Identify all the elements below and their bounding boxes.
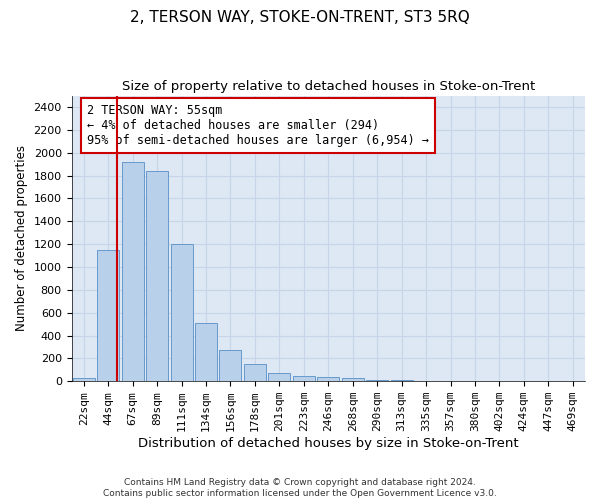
Bar xyxy=(97,250,119,381)
Y-axis label: Number of detached properties: Number of detached properties xyxy=(15,146,28,332)
Bar xyxy=(415,380,437,381)
Bar xyxy=(170,244,193,381)
Bar xyxy=(317,377,339,381)
Bar xyxy=(391,380,413,381)
Bar xyxy=(73,378,95,381)
Text: 2, TERSON WAY, STOKE-ON-TRENT, ST3 5RQ: 2, TERSON WAY, STOKE-ON-TRENT, ST3 5RQ xyxy=(130,10,470,25)
Title: Size of property relative to detached houses in Stoke-on-Trent: Size of property relative to detached ho… xyxy=(122,80,535,93)
Bar xyxy=(244,364,266,381)
Bar xyxy=(220,350,241,381)
X-axis label: Distribution of detached houses by size in Stoke-on-Trent: Distribution of detached houses by size … xyxy=(138,437,518,450)
Text: 2 TERSON WAY: 55sqm
← 4% of detached houses are smaller (294)
95% of semi-detach: 2 TERSON WAY: 55sqm ← 4% of detached hou… xyxy=(87,104,429,147)
Text: Contains HM Land Registry data © Crown copyright and database right 2024.
Contai: Contains HM Land Registry data © Crown c… xyxy=(103,478,497,498)
Bar xyxy=(464,380,486,381)
Bar xyxy=(146,171,168,381)
Bar xyxy=(440,380,461,381)
Bar xyxy=(293,376,315,381)
Bar xyxy=(195,323,217,381)
Bar xyxy=(122,162,143,381)
Bar xyxy=(342,378,364,381)
Bar xyxy=(268,372,290,381)
Bar xyxy=(366,380,388,381)
